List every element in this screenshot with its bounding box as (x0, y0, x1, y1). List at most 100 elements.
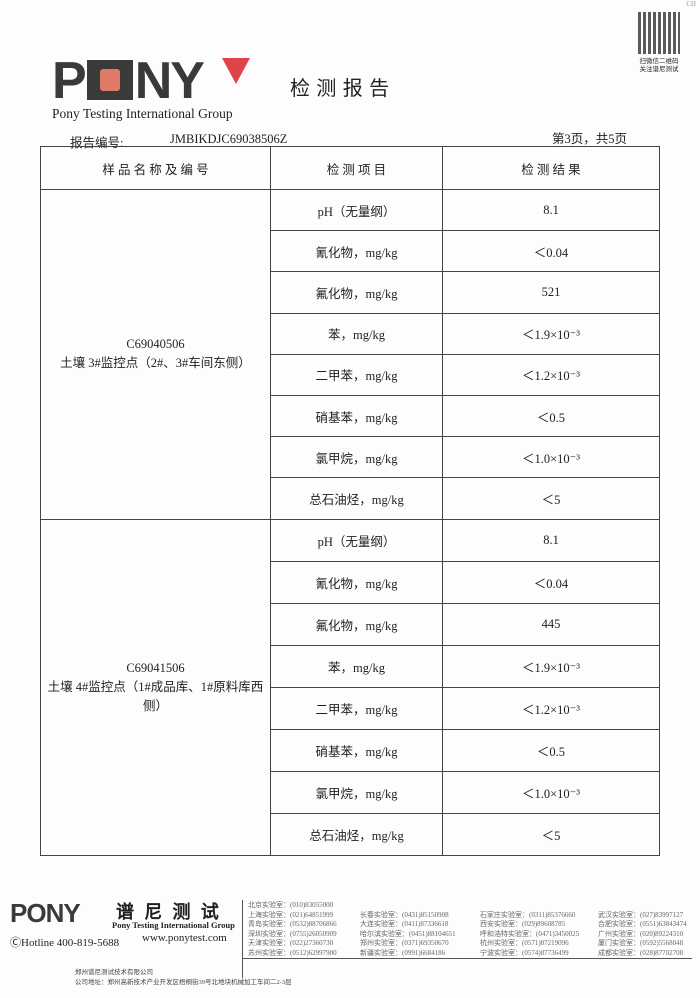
result-cell: ＜1.9×10⁻³ (442, 644, 660, 688)
test-item-cell: 氯甲烷，mg/kg (270, 436, 443, 479)
lab-contact (480, 901, 598, 911)
lab-contact: 北京实验室：(010)83055000 (248, 901, 334, 909)
lab-contact: 哈尔滨实验室：(0451)88104651 (360, 929, 456, 938)
address: 公司地址：郑州高新技术产业开发区梧桐街39号北地块机械加工车间二2-3层 (75, 979, 292, 986)
test-item-cell: 总石油烃，mg/kg (270, 477, 443, 520)
table-row: 总石油烃，mg/kg ＜5 (41, 477, 660, 520)
test-item-cell: 氯甲烷，mg/kg (270, 770, 443, 814)
lab-contact: 深圳实验室：(0755)26050909 (248, 929, 337, 938)
table-row: 氟化物，mg/kg 521 (41, 271, 660, 314)
sample-name: 土壤 3#监控点（2#、3#车间东侧） (60, 356, 251, 371)
lab-contact: 合肥实验室：(0551)63843474 (598, 920, 687, 928)
lab-contact: 郑州实验室：(0371)69350670 (360, 939, 449, 947)
table-row: C69041506 土壤 4#监控点（1#成品库、1#原料库西侧） pH（无量纲） 8… (40, 518, 660, 856)
test-item-cell: 苯，mg/kg (270, 312, 443, 355)
test-item-cell: 氰化物，mg/kg (270, 230, 443, 273)
result-cell: ＜5 (442, 812, 660, 856)
table-row: 苯，mg/kg ＜1.9×10⁻³ (41, 644, 660, 688)
lab-contact: 上海实验室：(021)64851999 (248, 910, 334, 919)
lab-contact: 杭州实验室：(0571)87219096 (480, 939, 569, 947)
table-row: 硝基苯，mg/kg ＜0.5 (41, 728, 660, 772)
company-name-en: Pony Testing International Group (52, 106, 233, 121)
test-item-cell: 氟化物，mg/kg (270, 602, 443, 646)
table-row: 氯甲烷，mg/kg ＜1.0×10⁻³ (41, 436, 660, 479)
qr-caption: 关注谱尼测试 (639, 65, 679, 73)
test-item-cell: pH（无量纲） (270, 188, 443, 232)
footer-logo: PONY (10, 898, 81, 928)
table-row: 氰化物，mg/kg ＜0.04 (41, 230, 660, 273)
test-item-cell: pH（无量纲） (270, 518, 443, 562)
result-cell: 8.1 (442, 188, 660, 232)
lab-contact: 西安实验室：(029)89608785 (480, 920, 566, 928)
result-cell: ＜1.2×10⁻³ (442, 686, 660, 730)
test-item-cell: 二甲苯，mg/kg (270, 686, 443, 730)
lab-contact: 石家庄实验室：(0311)85376660 (480, 910, 576, 919)
table-header-row: 样 品 名 称 及 编 号 检 测 项 目 检 测 结 果 (40, 146, 660, 190)
lab-contact: 厦门实验室：(0592)5568048 (598, 939, 684, 947)
lab-contact: 宁波实验室：(0574)87736499 (480, 948, 569, 957)
lab-contact (360, 901, 480, 911)
lab-contact: 苏州实验室：(0512)62997900 (248, 948, 337, 957)
footer-divider (242, 900, 243, 978)
col-header: 检 测 结 果 (442, 146, 660, 190)
footer-company-en: Pony Testing International Group (112, 920, 235, 930)
table-row: 二甲苯，mg/kg ＜1.2×10⁻³ (41, 686, 660, 730)
report-no: JMBIKDJC69038506Z (170, 132, 288, 146)
result-cell: 8.1 (442, 518, 660, 562)
company-cn: 郑州谱尼测试技术有限公司 (75, 969, 153, 976)
test-item-cell: 二甲苯，mg/kg (270, 353, 443, 396)
lab-contact: 大连实验室：(0411)87336618 (360, 920, 449, 928)
result-cell: 521 (442, 271, 660, 314)
table-row: 总石油烃，mg/kg ＜5 (41, 812, 660, 856)
page-info: 第3页，共5页 (552, 132, 628, 146)
result-cell: ＜1.0×10⁻³ (442, 770, 660, 814)
col-header: 检 测 项 目 (270, 146, 443, 190)
pony-logo: P NY (52, 52, 205, 110)
lab-contact: 天津实验室：(022)27360730 (248, 939, 334, 947)
corner-mark: CH (686, 0, 696, 8)
result-cell: ＜1.2×10⁻³ (442, 353, 660, 396)
result-cell: ＜0.5 (442, 728, 660, 772)
lab-contact (598, 901, 698, 911)
test-item-cell: 苯，mg/kg (270, 644, 443, 688)
test-item-cell: 氰化物，mg/kg (270, 560, 443, 604)
table-row: 氰化物，mg/kg ＜0.04 (41, 560, 660, 604)
lab-contact: 新疆实验室：(0991)6684186 (360, 948, 446, 957)
result-cell: ＜1.0×10⁻³ (442, 436, 660, 479)
sample-cell: C69040506 土壤 3#监控点（2#、3#车间东侧） (40, 189, 271, 520)
sample-cell: C69041506 土壤 4#监控点（1#成品库、1#原料库西侧） (40, 518, 271, 856)
results-table: 样 品 名 称 及 编 号 检 测 项 目 检 测 结 果 C69040506 土… (40, 146, 660, 856)
col-header: 样 品 名 称 及 编 号 (40, 146, 271, 190)
lab-contact: 长春实验室：(0431)85150908 (360, 910, 449, 919)
lab-contact: 武汉实验室：(027)83997127 (598, 910, 684, 919)
lab-contact: 青岛实验室：(0532)88706866 (248, 920, 337, 928)
report-title: 检 测 报 告 (290, 76, 390, 100)
footer-divider (242, 958, 692, 959)
result-cell: ＜1.9×10⁻³ (442, 312, 660, 355)
lab-contact: 呼和浩特实验室：(0471)3450025 (480, 929, 580, 938)
table-row: C69040506 土壤 3#监控点（2#、3#车间东侧） pH（无量纲） 8.1 (40, 188, 660, 520)
lab-contact: 广州实验室：(020)89224310 (598, 929, 684, 938)
test-item-cell: 硝基苯，mg/kg (270, 728, 443, 772)
sample-code: C69041506 (126, 660, 185, 675)
website[interactable]: www.ponytest.com (142, 932, 227, 944)
lab-contact: 成都实验室：(028)87702708 (598, 948, 684, 957)
table-row: 苯，mg/kg ＜1.9×10⁻³ (41, 312, 660, 355)
result-cell: ＜0.04 (442, 560, 660, 604)
logo-triangle (222, 58, 250, 84)
result-cell: ＜0.04 (442, 230, 660, 273)
footer-logo-cn: 谱 尼 测 试 (116, 902, 221, 923)
result-cell: 445 (442, 602, 660, 646)
table-row: 二甲苯，mg/kg ＜1.2×10⁻³ (41, 353, 660, 396)
test-item-cell: 总石油烃，mg/kg (270, 812, 443, 856)
sample-name: 土壤 4#监控点（1#成品库、1#原料库西侧） (47, 679, 264, 713)
test-item-cell: 氟化物，mg/kg (270, 271, 443, 314)
result-cell: ＜5 (442, 477, 660, 520)
qr-code (638, 12, 680, 54)
test-item-cell: 硝基苯，mg/kg (270, 394, 443, 438)
qr-caption: 扫微信二维码 (639, 57, 679, 65)
hotline: ⒸHotline 400-819-5688 (10, 937, 120, 949)
sample-code: C69040506 (126, 337, 185, 352)
result-cell: ＜0.5 (442, 394, 660, 438)
